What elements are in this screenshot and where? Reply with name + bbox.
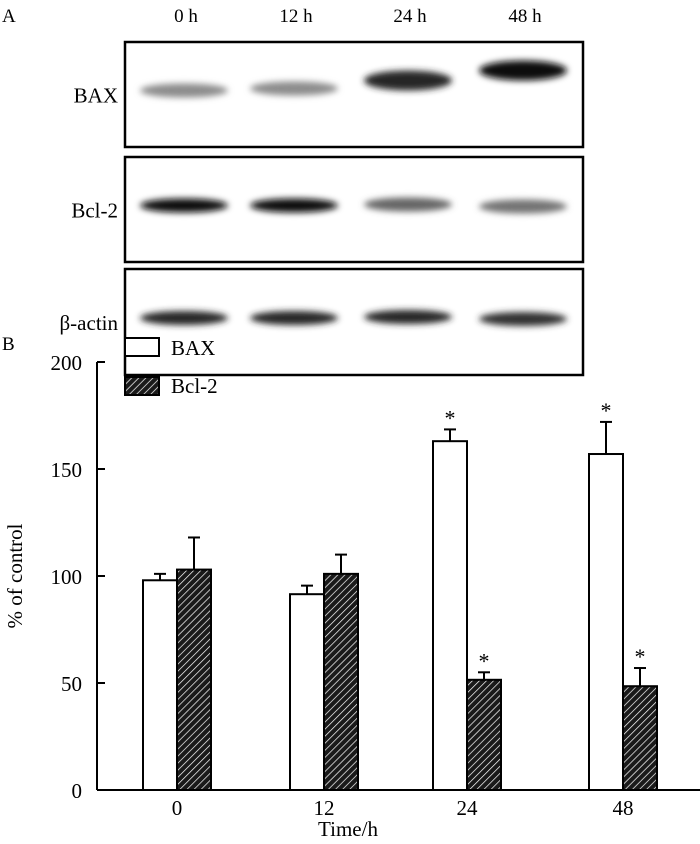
bars: * * * * (143, 398, 657, 790)
x-axis-label: Time/h (318, 817, 378, 839)
y-tick-label: 100 (51, 565, 83, 589)
blot-band (250, 311, 338, 325)
bar-bcl2 (177, 570, 211, 790)
blot-band (140, 311, 228, 325)
x-tick-label: 0 (172, 796, 183, 820)
lane-label: 24 h (393, 6, 427, 27)
bar-bcl2 (467, 680, 501, 790)
bar-bcl2 (324, 574, 358, 790)
lane-label: 48 h (508, 6, 542, 27)
bar-bcl2 (623, 686, 657, 790)
western-blots: BAX Bcl-2 β-actin (60, 42, 584, 375)
blot-bax: BAX (74, 42, 583, 147)
blot-label: Bcl-2 (71, 199, 118, 223)
blot-band (364, 310, 452, 324)
x-tick-label: 24 (457, 796, 479, 820)
significance-marker: * (635, 644, 646, 669)
blot-band (140, 84, 228, 98)
lane-label: 12 h (279, 6, 313, 27)
bar-bax (143, 580, 177, 790)
blot-label: BAX (74, 84, 118, 108)
legend-swatch-bax (125, 338, 159, 356)
blot-band (479, 312, 567, 326)
blot-band (250, 82, 338, 96)
y-tick-label: 0 (72, 779, 83, 803)
significance-marker: * (601, 398, 612, 423)
blot-band (140, 199, 228, 213)
blot-band (479, 61, 567, 81)
blot-bcl2: Bcl-2 (71, 157, 583, 262)
blot-band (250, 199, 338, 213)
significance-marker: * (479, 648, 490, 673)
y-axis-label: % of control (3, 523, 27, 628)
lane-labels: 0 h 12 h 24 h 48 h (174, 6, 542, 27)
legend-label-bcl2: Bcl-2 (171, 374, 218, 398)
blot-band (479, 200, 567, 214)
y-tick-label: 200 (51, 351, 83, 375)
blot-band (364, 71, 452, 91)
blot-actin: β-actin (60, 269, 584, 375)
legend-swatch-bcl2 (125, 377, 159, 395)
blot-label: β-actin (60, 311, 119, 335)
x-tick-label: 48 (613, 796, 634, 820)
legend-label-bax: BAX (171, 336, 215, 360)
y-tick-label: 150 (51, 458, 83, 482)
bar-bax (433, 441, 467, 790)
panel-a-label: A (2, 6, 16, 27)
blot-band (364, 198, 452, 212)
lane-label: 0 h (174, 6, 198, 27)
panel-b-label: B (2, 334, 15, 355)
y-tick-label: 50 (61, 672, 82, 696)
bar-bax (290, 594, 324, 790)
significance-marker: * (445, 405, 456, 430)
bar-bax (589, 454, 623, 790)
